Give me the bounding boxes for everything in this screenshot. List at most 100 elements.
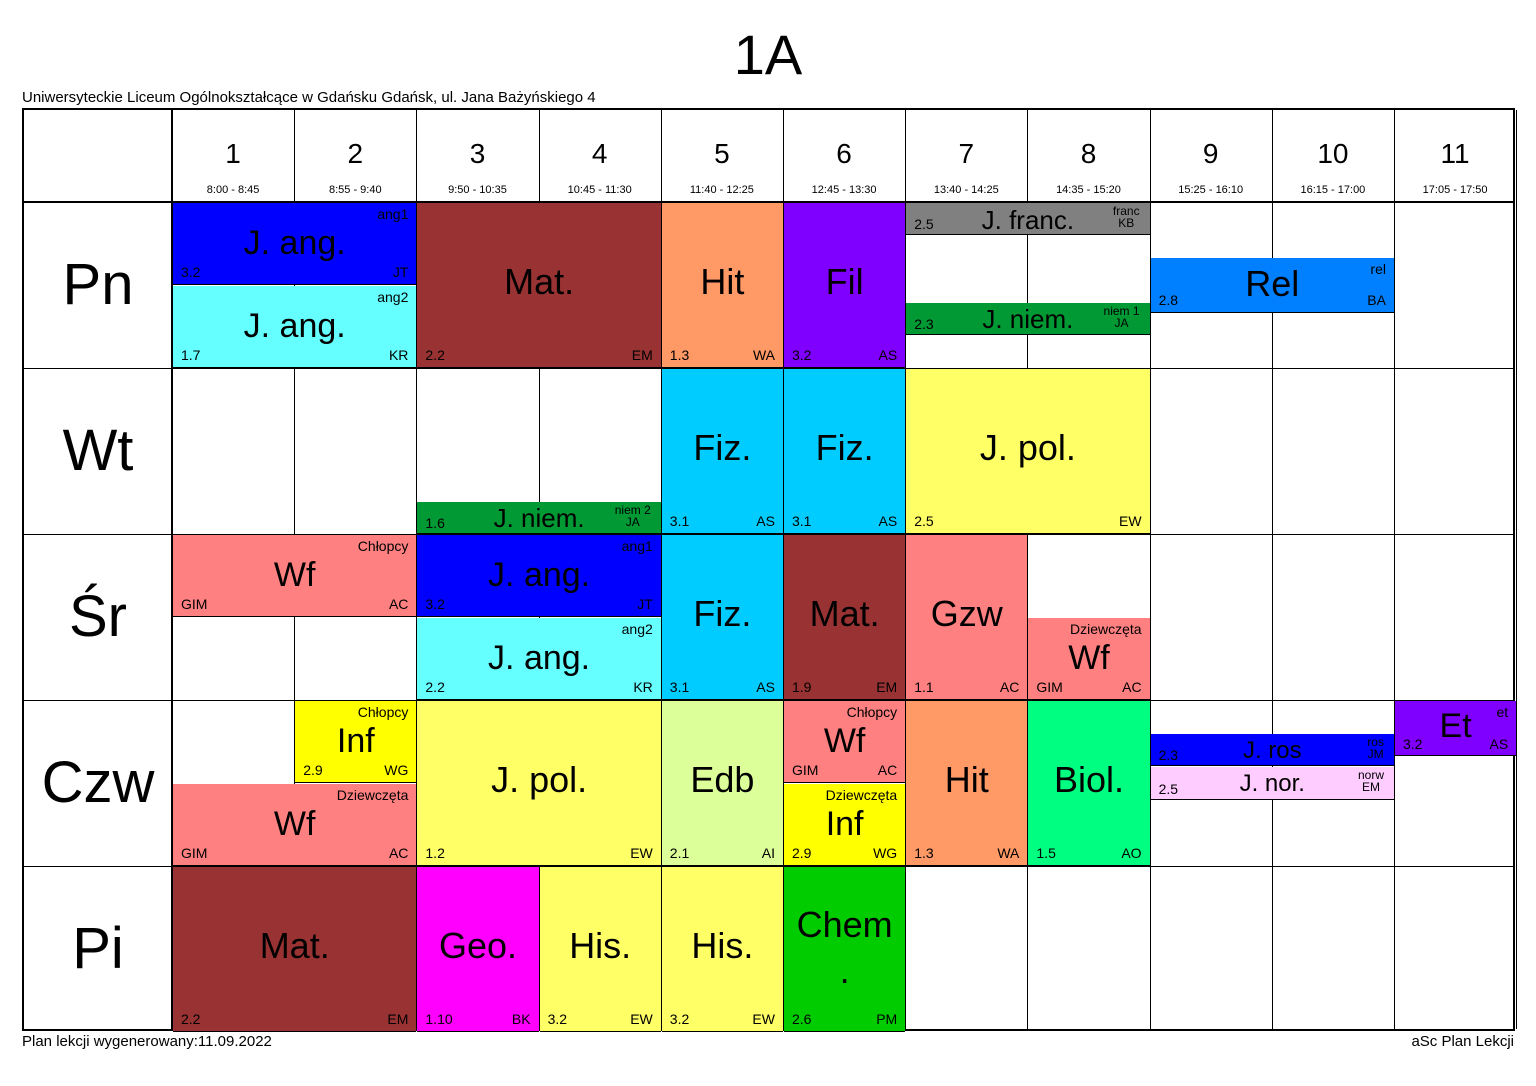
grid-line bbox=[1516, 110, 1518, 1029]
lesson-room: 1.1 bbox=[914, 679, 934, 695]
day-label: Pn bbox=[62, 252, 134, 317]
lesson-card[interactable]: J. niem. 2.3 niem 1 JA bbox=[906, 302, 1150, 335]
period-header: 1 8:00 - 8:45 bbox=[172, 110, 294, 202]
day-label: Wt bbox=[62, 418, 134, 483]
period-number: 11 bbox=[1440, 138, 1470, 169]
lesson-teacher: AS bbox=[878, 347, 898, 363]
lesson-card[interactable]: Fiz. 3.1 AS bbox=[661, 369, 783, 534]
lesson-card[interactable]: Inf Dziewczęta 2.9 WG bbox=[784, 784, 906, 866]
grid-line bbox=[24, 201, 1513, 203]
period-header: 9 15:25 - 16:10 bbox=[1150, 110, 1272, 202]
day-label: Czw bbox=[41, 750, 155, 815]
grid-line bbox=[1027, 110, 1029, 1029]
lesson-room: 3.2 bbox=[181, 264, 201, 280]
lesson-room: 2.5 bbox=[1158, 780, 1179, 797]
lesson-teacher: WA bbox=[752, 347, 775, 363]
lesson-card[interactable]: J. pol. 1.2 EW bbox=[417, 701, 661, 866]
grid-line bbox=[1271, 110, 1273, 1029]
lesson-group-stack: niem 2 JA bbox=[615, 504, 651, 529]
lesson-card[interactable]: J. ang. ang2 2.2 KR bbox=[417, 618, 661, 700]
period-number: 2 bbox=[347, 138, 364, 169]
lesson-subject: Fil bbox=[825, 261, 864, 302]
lesson-teacher: EM bbox=[387, 1011, 409, 1027]
lesson-teacher: AS bbox=[756, 679, 775, 695]
lesson-card[interactable]: Wf Chłopcy GIM AC bbox=[784, 701, 906, 783]
grid-line bbox=[416, 110, 418, 1029]
lesson-card[interactable]: J. nor. 2.5 norw EM bbox=[1150, 767, 1394, 800]
lesson-card[interactable]: Geo. 1.10 BK bbox=[417, 867, 539, 1032]
lesson-teacher: JT bbox=[637, 596, 653, 612]
period-number: 7 bbox=[958, 138, 975, 169]
lesson-subject-cont: . bbox=[839, 950, 850, 991]
lesson-card[interactable]: Wf Chłopcy GIM AC bbox=[173, 535, 417, 617]
lesson-group: Chłopcy bbox=[357, 538, 409, 554]
lesson-subject: J. ang. bbox=[243, 306, 346, 345]
lesson-card[interactable]: J. pol. 2.5 EW bbox=[906, 369, 1150, 534]
lesson-card[interactable]: Mat. 2.2 EM bbox=[417, 203, 661, 368]
lesson-group: niem 2 bbox=[614, 502, 651, 517]
lesson-subject: Fiz. bbox=[693, 427, 752, 468]
lesson-teacher: AS bbox=[878, 513, 898, 529]
lesson-card[interactable]: Et et 3.2 AS bbox=[1395, 701, 1517, 757]
lesson-subject: J. ros bbox=[1242, 736, 1302, 764]
period-number: 9 bbox=[1202, 138, 1219, 169]
lesson-teacher: WG bbox=[384, 762, 409, 778]
period-header: 3 9:50 - 10:35 bbox=[416, 110, 538, 202]
period-time: 14:35 - 15:20 bbox=[1056, 184, 1121, 196]
lesson-group: ang2 bbox=[377, 289, 409, 305]
lesson-card[interactable]: His. 3.2 EW bbox=[661, 867, 783, 1032]
row-divider bbox=[24, 368, 1513, 369]
row-divider bbox=[24, 534, 1513, 535]
lesson-room: 1.9 bbox=[792, 679, 812, 695]
lesson-group: Dziewczęta bbox=[825, 787, 898, 803]
lesson-card[interactable]: Wf Dziewczęta GIM AC bbox=[173, 784, 417, 866]
lesson-group: Dziewczęta bbox=[336, 787, 409, 803]
lesson-room: GIM bbox=[181, 596, 208, 612]
app-credit: aSc Plan Lekcji bbox=[1411, 1033, 1514, 1050]
lesson-room: 1.10 bbox=[425, 1011, 453, 1027]
lesson-card[interactable]: Chem. 2.6 PM bbox=[784, 867, 906, 1032]
lesson-card[interactable]: J. ang. ang1 3.2 JT bbox=[417, 535, 661, 617]
lesson-card[interactable]: Fiz. 3.1 AS bbox=[784, 369, 906, 534]
period-time: 9:50 - 10:35 bbox=[448, 184, 507, 196]
lesson-teacher: AC bbox=[1122, 679, 1142, 695]
lesson-room: 3.2 bbox=[792, 347, 812, 363]
lesson-card[interactable]: Biol. 1.5 AO bbox=[1028, 701, 1150, 866]
lesson-teacher: WA bbox=[997, 845, 1020, 861]
lesson-card[interactable]: Mat. 1.9 EM bbox=[784, 535, 906, 700]
lesson-card[interactable]: Mat. 2.2 EM bbox=[173, 867, 417, 1032]
lesson-subject: Wf bbox=[1068, 638, 1110, 677]
period-time: 15:25 - 16:10 bbox=[1178, 184, 1244, 196]
period-header: 7 13:40 - 14:25 bbox=[905, 110, 1027, 202]
lesson-room: 2.6 bbox=[792, 1011, 812, 1027]
lesson-card[interactable]: Fiz. 3.1 AS bbox=[661, 535, 783, 700]
lesson-card[interactable]: J. ros 2.3 ros JM bbox=[1150, 734, 1394, 767]
lesson-card[interactable]: Wf Dziewczęta GIM AC bbox=[1028, 618, 1150, 700]
lesson-card[interactable]: Inf Chłopcy 2.9 WG bbox=[295, 701, 417, 783]
lesson-card[interactable]: His. 3.2 EW bbox=[539, 867, 661, 1032]
lesson-room: 3.1 bbox=[792, 513, 812, 529]
lesson-subject: His. bbox=[569, 925, 632, 966]
period-number: 1 bbox=[225, 138, 241, 169]
lesson-group-stack: ros JM bbox=[1367, 736, 1384, 761]
lesson-card[interactable]: J. franc. 2.5 franc KB bbox=[906, 203, 1150, 236]
lesson-subject: Geo. bbox=[438, 925, 517, 966]
lesson-card[interactable]: Hit 1.3 WA bbox=[906, 701, 1028, 866]
lesson-card[interactable]: Gzw 1.1 AC bbox=[906, 535, 1028, 700]
lesson-card[interactable]: Rel rel 2.8 BA bbox=[1150, 257, 1394, 314]
lesson-subject: Rel bbox=[1245, 262, 1300, 304]
lesson-card[interactable]: J. ang. ang2 1.7 KR bbox=[173, 286, 417, 368]
lesson-group: norw bbox=[1357, 768, 1384, 783]
lesson-card[interactable]: Fil 3.2 AS bbox=[784, 203, 906, 368]
lesson-subject: Hit bbox=[944, 759, 989, 800]
lesson-room: 2.5 bbox=[914, 216, 934, 233]
lesson-card[interactable]: J. niem. 1.6 niem 2 JA bbox=[417, 501, 661, 534]
lesson-subject: Chem bbox=[796, 904, 893, 945]
lesson-card[interactable]: Hit 1.3 WA bbox=[661, 203, 783, 368]
lesson-card[interactable]: J. ang. ang1 3.2 JT bbox=[173, 203, 417, 285]
lesson-subject: Gzw bbox=[930, 593, 1003, 634]
lesson-room: 2.9 bbox=[303, 762, 323, 778]
lesson-teacher: KB bbox=[1118, 216, 1135, 230]
lesson-card[interactable]: Edb 2.1 AI bbox=[661, 701, 783, 866]
lesson-teacher: EM bbox=[631, 347, 653, 363]
